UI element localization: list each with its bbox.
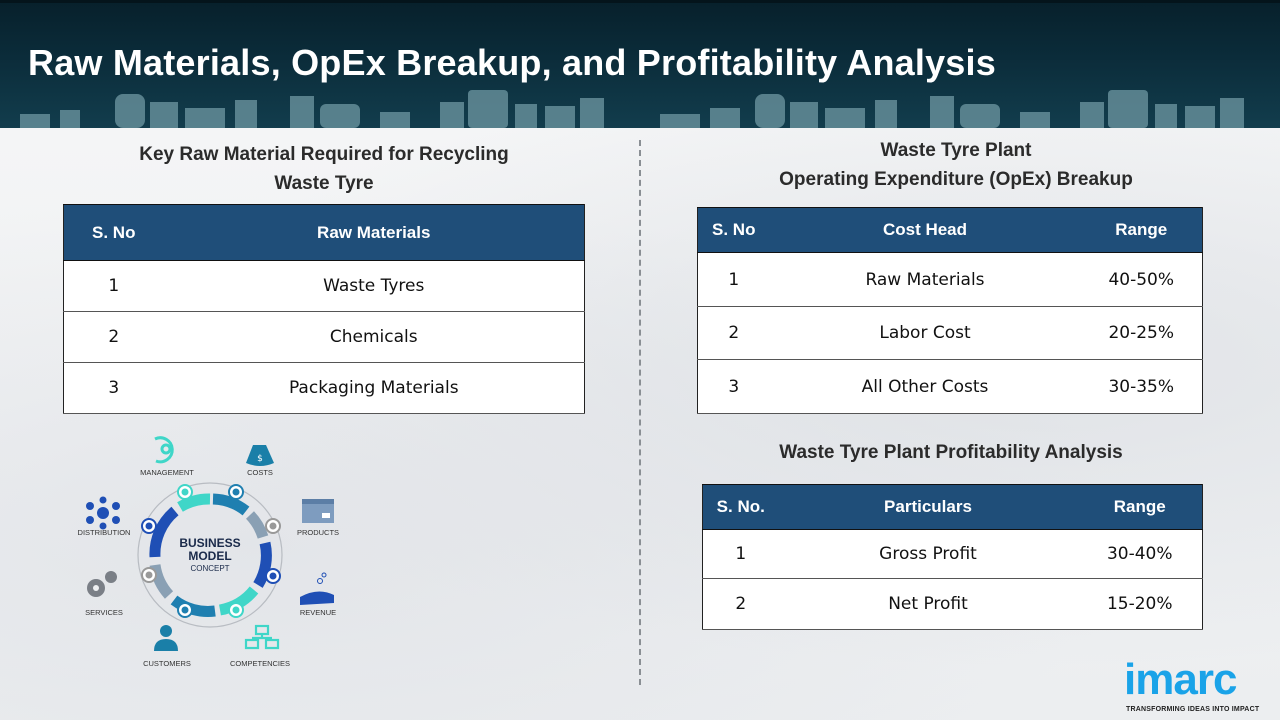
cell-range: 15-20% bbox=[1077, 578, 1203, 630]
competencies-icon bbox=[244, 624, 280, 650]
label-services: SERVICES bbox=[85, 608, 123, 617]
page-title: Raw Materials, OpEx Breakup, and Profita… bbox=[28, 42, 996, 83]
cell-sno: 2 bbox=[702, 578, 779, 630]
raw-materials-table: S. No Raw Materials 1 Waste Tyres 2 Chem… bbox=[63, 204, 585, 414]
col-cost-head: Cost Head bbox=[769, 207, 1081, 253]
table-row: 1 Waste Tyres bbox=[63, 260, 585, 312]
cell-sno: 3 bbox=[697, 359, 770, 414]
header-banner: Raw Materials, OpEx Breakup, and Profita… bbox=[0, 0, 1280, 128]
cell-item: Chemicals bbox=[163, 311, 585, 363]
table-header-row: S. No Cost Head Range bbox=[697, 207, 1203, 253]
opex-title: Waste Tyre Plant Operating Expenditure (… bbox=[698, 136, 1214, 194]
col-sno: S. No bbox=[697, 207, 770, 253]
svg-text:CONCEPT: CONCEPT bbox=[190, 564, 229, 573]
cell-sno: 1 bbox=[702, 529, 779, 579]
cell-cost-head: All Other Costs bbox=[769, 359, 1081, 414]
header-top-line bbox=[0, 0, 1280, 3]
col-range: Range bbox=[1077, 484, 1203, 530]
cell-range: 40-50% bbox=[1080, 252, 1203, 307]
raw-materials-title: Key Raw Material Required for Recycling … bbox=[64, 140, 584, 198]
cell-sno: 3 bbox=[63, 362, 164, 414]
business-model-wheel-icon: BUSINESS MODEL CONCEPT $ bbox=[86, 436, 334, 651]
svg-text:$: $ bbox=[257, 454, 263, 464]
opex-title-line1: Waste Tyre Plant bbox=[880, 140, 1032, 161]
col-range: Range bbox=[1080, 207, 1203, 253]
cell-range: 30-40% bbox=[1077, 529, 1203, 579]
city-skyline-icon bbox=[20, 90, 1244, 128]
services-icon bbox=[87, 571, 117, 597]
cell-sno: 1 bbox=[697, 252, 770, 307]
cell-particulars: Net Profit bbox=[778, 578, 1078, 630]
col-particulars: Particulars bbox=[778, 484, 1078, 530]
label-costs: COSTS bbox=[247, 468, 273, 477]
distribution-icon bbox=[86, 496, 120, 530]
revenue-icon bbox=[300, 572, 334, 605]
label-products: PRODUCTS bbox=[296, 528, 340, 537]
svg-text:BUSINESS: BUSINESS bbox=[179, 536, 240, 550]
business-model-graphic: BUSINESS MODEL CONCEPT $ MANAGEMENT COST… bbox=[70, 425, 350, 675]
table-row: 2 Net Profit 15-20% bbox=[702, 578, 1203, 630]
cell-sno: 2 bbox=[697, 306, 770, 360]
table-row: 1 Gross Profit 30-40% bbox=[702, 529, 1203, 579]
profitability-title: Waste Tyre Plant Profitability Analysis bbox=[779, 442, 1123, 463]
opex-table: S. No Cost Head Range 1 Raw Materials 40… bbox=[697, 207, 1203, 414]
cell-item: Packaging Materials bbox=[163, 362, 585, 414]
table-row: 1 Raw Materials 40-50% bbox=[697, 252, 1203, 307]
col-raw-materials: Raw Materials bbox=[163, 204, 585, 261]
table-row: 3 All Other Costs 30-35% bbox=[697, 359, 1203, 414]
label-revenue: REVENUE bbox=[299, 608, 337, 617]
table-header-row: S. No Raw Materials bbox=[63, 204, 585, 261]
customers-icon bbox=[154, 625, 178, 651]
svg-text:MODEL: MODEL bbox=[188, 549, 231, 563]
cell-cost-head: Raw Materials bbox=[769, 252, 1081, 307]
cell-range: 30-35% bbox=[1080, 359, 1203, 414]
products-icon bbox=[302, 499, 334, 523]
table-row: 3 Packaging Materials bbox=[63, 362, 585, 414]
col-sno: S. No. bbox=[702, 484, 779, 530]
label-distribution: DISTRIBUTION bbox=[77, 528, 131, 537]
section-divider bbox=[639, 140, 641, 685]
imarc-logo: imarc TRANSFORMING IDEAS INTO IMPACT bbox=[1122, 652, 1272, 716]
costs-icon: $ bbox=[246, 445, 274, 466]
table-row: 2 Chemicals bbox=[63, 311, 585, 363]
opex-title-line2: Operating Expenditure (OpEx) Breakup bbox=[779, 169, 1133, 190]
raw-materials-title-line1: Key Raw Material Required for Recycling bbox=[139, 144, 509, 165]
label-management: MANAGEMENT bbox=[140, 468, 194, 477]
profitability-table: S. No. Particulars Range 1 Gross Profit … bbox=[702, 484, 1203, 630]
table-header-row: S. No. Particulars Range bbox=[702, 484, 1203, 530]
cell-sno: 2 bbox=[63, 311, 164, 363]
raw-materials-title-line2: Waste Tyre bbox=[274, 173, 374, 194]
logo-tagline: TRANSFORMING IDEAS INTO IMPACT bbox=[1126, 706, 1260, 713]
cell-particulars: Gross Profit bbox=[778, 529, 1078, 579]
cell-range: 20-25% bbox=[1080, 306, 1203, 360]
cell-item: Waste Tyres bbox=[163, 260, 585, 312]
table-row: 2 Labor Cost 20-25% bbox=[697, 306, 1203, 360]
label-competencies: COMPETENCIES bbox=[229, 659, 290, 668]
col-sno: S. No bbox=[63, 204, 164, 261]
logo-wordmark: imarc bbox=[1124, 655, 1237, 704]
cell-cost-head: Labor Cost bbox=[769, 306, 1081, 360]
cell-sno: 1 bbox=[63, 260, 164, 312]
management-icon bbox=[154, 436, 174, 464]
label-customers: CUSTOMERS bbox=[143, 659, 191, 668]
